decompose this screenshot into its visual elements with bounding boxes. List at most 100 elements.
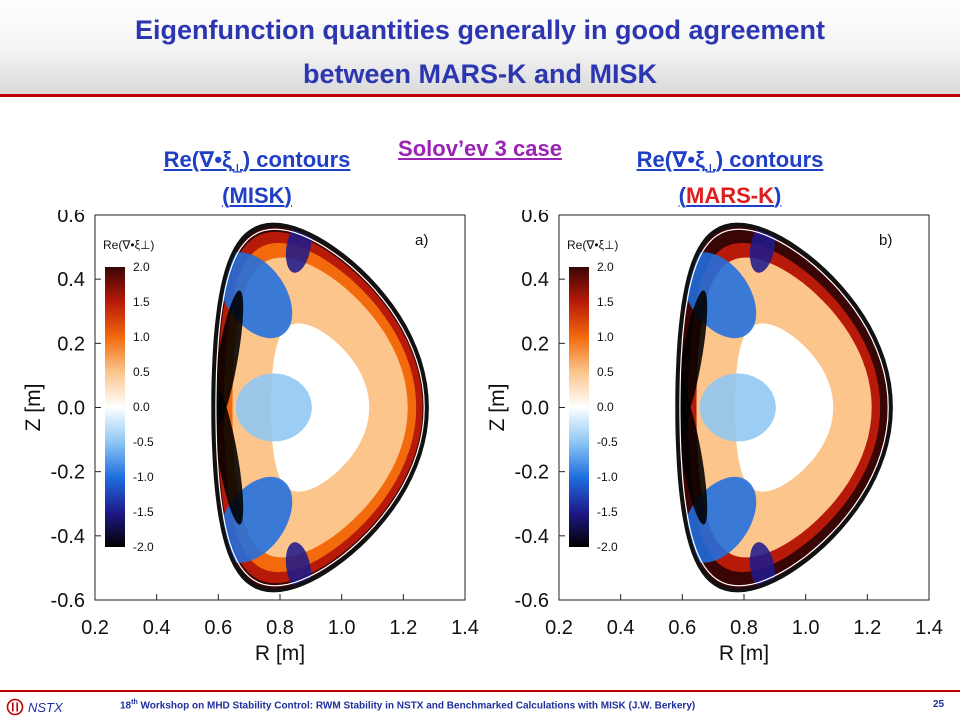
- negative-region: [677, 386, 708, 525]
- footer-ordinal-suffix: th: [131, 699, 138, 706]
- x-tick-label: 1.2: [853, 617, 881, 639]
- chart-panel-b: 2.01.51.00.50.0-0.5-1.0-1.5-2.0 0.2 0.4 0.…: [486, 210, 943, 665]
- y-tick-label: 0.0: [521, 398, 549, 420]
- colorbar-title: Re(∇•ξ⊥): [103, 238, 154, 252]
- x-axis-label: R [m]: [719, 642, 769, 665]
- slide-title: Eigenfunction quantities generally in go…: [0, 8, 960, 96]
- x-tick-label: 0.2: [545, 617, 573, 639]
- colorbar-tick-label: -1.0: [133, 470, 154, 484]
- plasma-boundary: [675, 222, 893, 593]
- nstx-logo-text: NSTX: [28, 699, 63, 715]
- x-tick-label: 0.8: [730, 617, 758, 639]
- caption-left-line2: (MISK): [222, 183, 292, 209]
- panel-label: b): [879, 232, 892, 249]
- x-tick-label: 0.8: [266, 617, 294, 639]
- flux-contour: [300, 374, 340, 441]
- caption-left-line1: Re(∇•ξ⊥) contours: [97, 146, 417, 182]
- caption-right-code: MARS-K: [686, 183, 774, 209]
- chart-panel-a: 2.0 1.5 1.0 0.5 0.0 -0.5 -1.0 -1.5 -2.0 0.2 0.4 0.…: [22, 210, 479, 665]
- case-subtitle-text: Solov’ev 3 case: [398, 136, 562, 161]
- caption-left-suffix: ) contours: [242, 147, 351, 172]
- colorbar-tick-label: -1.5: [133, 505, 154, 519]
- footer-citation: 18th Workshop on MHD Stability Control: …: [120, 699, 695, 711]
- plasma-boundary: [211, 222, 429, 593]
- caption-right-prefix: Re(∇•ξ: [636, 147, 705, 172]
- colorbar: 2.0 1.5 1.0 0.5 0.0 -0.5 -1.0 -1.5 -2.0: [105, 260, 154, 554]
- y-tick-label: 0.2: [521, 333, 549, 355]
- y-tick-label: 0.6: [57, 210, 85, 227]
- caption-left-prefix: Re(∇•ξ: [163, 147, 232, 172]
- footer-ordinal: 18: [120, 700, 132, 712]
- title-line-1: Eigenfunction quantities generally in go…: [134, 15, 826, 45]
- caption-right: Re(∇•ξ⊥) contours (MARS-K): [570, 146, 890, 210]
- y-tick-labels: 0.6 0.4 0.2 0.0 -0.2 -0.4 -0.6: [515, 210, 565, 612]
- colorbar-tick-label: 1.5: [133, 295, 150, 309]
- colorbar-tick-label: 0.0: [597, 400, 614, 414]
- plasma-edge-line: [679, 228, 889, 587]
- caption-right-suffix: ) contours: [715, 147, 824, 172]
- colorbar-tick-label: -1.0: [597, 470, 618, 484]
- footer-citation-text: Workshop on MHD Stability Control: RWM S…: [137, 700, 696, 712]
- slide-header: Eigenfunction quantities generally in go…: [0, 0, 960, 94]
- colorbar-tick-label: -0.5: [133, 435, 154, 449]
- plasma-heatmap: [675, 222, 893, 593]
- panel-label: a): [415, 232, 428, 249]
- colorbar-tick-label: 2.0: [133, 260, 150, 274]
- colorbar: 2.0 1.5 1.0 0.5 0.0 -0.5 -1.0 -1.5 -2.0: [569, 260, 618, 554]
- x-tick-label: 1.2: [389, 617, 417, 639]
- colorbar-tick-label: 1.5: [597, 295, 614, 309]
- colorbar-gradient: [105, 267, 125, 547]
- y-tick-label: 0.2: [57, 333, 85, 355]
- colorbar-tick-label: -2.0: [597, 540, 618, 554]
- colorbar-tick-label: 1.0: [133, 330, 150, 344]
- colorbar-tick-label: -0.5: [597, 435, 618, 449]
- y-tick-label: -0.4: [51, 526, 85, 548]
- footer-divider: [0, 690, 960, 692]
- negative-region: [213, 386, 244, 525]
- plasma-edge-line: [215, 228, 425, 587]
- x-tick-label: 1.4: [451, 617, 479, 639]
- y-tick-labels: 0.6 0.4 0.2 0.0 -0.2 -0.4 -0.6: [51, 210, 101, 612]
- header-divider: [0, 94, 960, 97]
- y-axis-label: Z [m]: [486, 384, 509, 432]
- nstx-logo: NSTX: [6, 697, 63, 717]
- plasma-fill: [677, 224, 891, 591]
- title-line-2: between MARS-K and MISK: [302, 59, 658, 89]
- y-tick-label: 0.6: [521, 210, 549, 227]
- x-tick-labels: 0.2 0.4 0.6 0.8 1.0 1.2 1.4: [545, 594, 943, 639]
- y-tick-label: -0.2: [51, 462, 85, 484]
- nstx-logo-icon: [6, 698, 24, 716]
- x-axis-label: R [m]: [255, 642, 305, 665]
- caption-left-sub: ⊥: [231, 161, 243, 176]
- colorbar-tick-label: -1.5: [597, 505, 618, 519]
- colorbar-tick-label: 1.0: [597, 330, 614, 344]
- caption-left: Re(∇•ξ⊥) contours (MISK): [97, 146, 417, 210]
- y-tick-label: -0.4: [515, 526, 549, 548]
- colorbar-gradient: [569, 267, 589, 547]
- colorbar-tick-label: 0.5: [597, 365, 614, 379]
- x-tick-label: 1.0: [328, 617, 356, 639]
- x-tick-label: 0.4: [143, 617, 171, 639]
- x-tick-label: 1.0: [792, 617, 820, 639]
- y-tick-label: -0.6: [51, 590, 85, 612]
- colorbar-tick-label: 2.0: [597, 260, 614, 274]
- colorbar-tick-label: 0.5: [133, 365, 150, 379]
- negative-region: [235, 373, 312, 442]
- caption-left-code: MISK: [229, 183, 285, 209]
- y-tick-label: -0.6: [515, 590, 549, 612]
- x-tick-label: 1.4: [915, 617, 943, 639]
- plasma-fill: [213, 224, 427, 591]
- caption-right-line2: (MARS-K): [678, 183, 782, 209]
- y-tick-label: 0.0: [57, 398, 85, 420]
- colorbar-title: Re(∇•ξ⊥): [567, 238, 618, 252]
- caption-right-line1: Re(∇•ξ⊥) contours: [570, 146, 890, 182]
- colorbar-tick-label: -2.0: [133, 540, 154, 554]
- negative-region: [699, 373, 776, 442]
- flux-contour: [764, 374, 804, 441]
- plasma-heatmap: [211, 222, 429, 593]
- page-number: 25: [933, 699, 945, 710]
- y-tick-label: -0.2: [515, 462, 549, 484]
- colorbar-tick-label: 0.0: [133, 400, 150, 414]
- x-tick-labels: 0.2 0.4 0.6 0.8 1.0 1.2 1.4: [81, 594, 479, 639]
- y-axis-label: Z [m]: [22, 384, 45, 432]
